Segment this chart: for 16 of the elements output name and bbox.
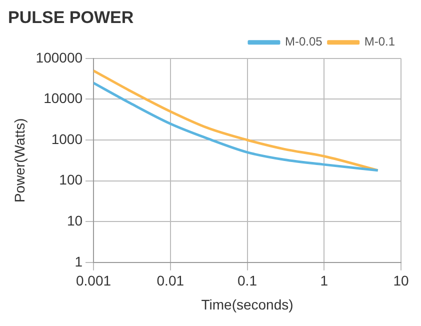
y-tick-label: 1 — [74, 253, 83, 270]
x-axis-title: Time(seconds) — [201, 296, 294, 312]
y-tick-label: 10000 — [44, 90, 83, 106]
x-tick-label: 1 — [320, 272, 328, 289]
y-tick-label: 100 — [59, 172, 83, 188]
y-tick-label: 100000 — [36, 49, 83, 66]
y-tick-label: 1000 — [51, 130, 83, 147]
x-tick-label: 0.01 — [156, 272, 184, 289]
chart-title: PULSE POWER — [8, 8, 134, 27]
x-tick-label: 0.001 — [76, 272, 112, 289]
legend-label: M-0.05 — [284, 34, 323, 49]
legend-label: M-0.1 — [364, 34, 396, 49]
y-tick-label: 10 — [66, 212, 83, 228]
x-tick-label: 0.1 — [238, 272, 258, 289]
x-tick-label: 10 — [393, 272, 409, 289]
y-axis-title: Power(Watts) — [11, 118, 28, 203]
